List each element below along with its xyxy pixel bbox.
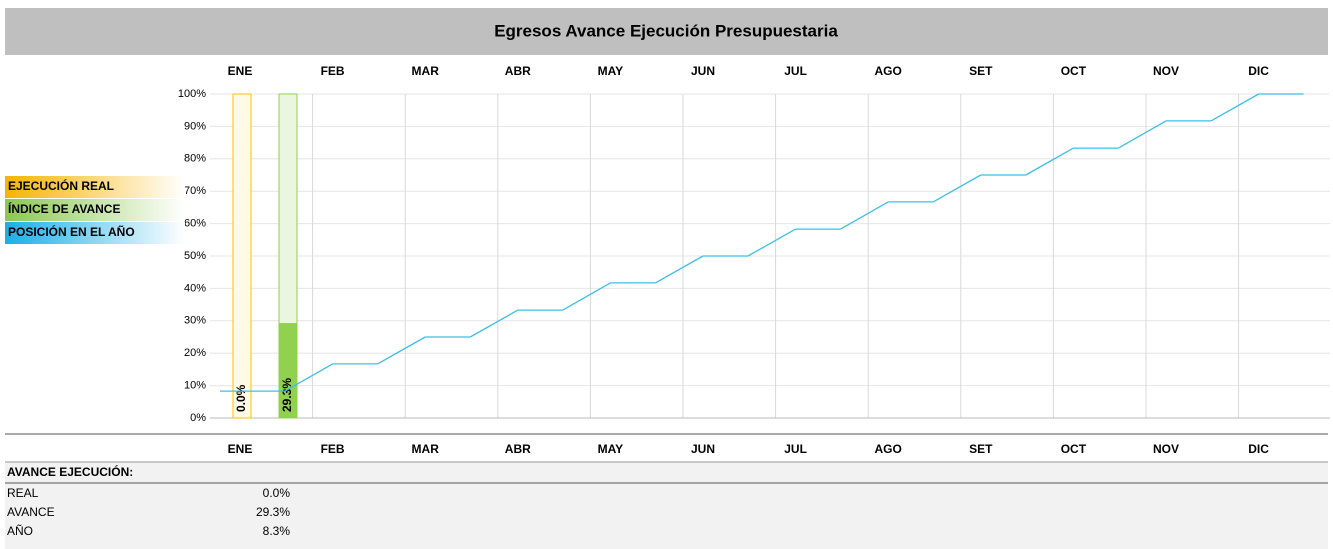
data-label: 29.3% bbox=[280, 378, 294, 412]
table-month: JUL bbox=[784, 442, 807, 456]
table-month: MAR bbox=[412, 442, 440, 456]
x-tick-label: OCT bbox=[1061, 64, 1087, 78]
step-riser bbox=[840, 201, 889, 230]
x-tick-label: MAR bbox=[412, 64, 440, 78]
x-tick-label: NOV bbox=[1153, 64, 1179, 78]
table-month: DIC bbox=[1248, 442, 1269, 456]
step-riser bbox=[1025, 147, 1074, 176]
table-month: MAY bbox=[598, 442, 624, 456]
y-tick-label: 80% bbox=[184, 153, 206, 165]
table-month: ENE bbox=[228, 442, 253, 456]
step-riser bbox=[377, 336, 426, 365]
table-month: AGO bbox=[875, 442, 902, 456]
table-month: JUN bbox=[691, 442, 715, 456]
step-riser bbox=[562, 282, 611, 311]
y-tick-label: 70% bbox=[184, 185, 206, 197]
table-month: OCT bbox=[1061, 442, 1087, 456]
y-tick-label: 30% bbox=[184, 315, 206, 327]
legend-swatch bbox=[5, 176, 185, 198]
x-tick-label: ABR bbox=[505, 64, 531, 78]
x-tick-label: DIC bbox=[1248, 64, 1269, 78]
y-tick-label: 0% bbox=[190, 412, 206, 424]
step-riser bbox=[284, 363, 333, 392]
x-tick-label: JUL bbox=[784, 64, 807, 78]
bar-background bbox=[232, 93, 252, 419]
title-bar bbox=[5, 8, 1328, 55]
table-month: ABR bbox=[505, 442, 531, 456]
table-month: FEB bbox=[321, 442, 345, 456]
x-tick-label: ENE bbox=[228, 64, 253, 78]
y-tick-label: 100% bbox=[178, 88, 206, 100]
step-riser bbox=[1210, 93, 1259, 122]
table-title: AVANCE EJECUCIÓN: bbox=[7, 464, 133, 479]
legend-swatch bbox=[5, 222, 185, 244]
data-label: 0.0% bbox=[234, 384, 248, 412]
y-tick-label: 60% bbox=[184, 218, 206, 230]
x-tick-label: MAY bbox=[598, 64, 624, 78]
y-tick-label: 10% bbox=[184, 380, 206, 392]
legend-swatch bbox=[5, 199, 185, 221]
row-label: REAL bbox=[7, 486, 39, 500]
step-riser bbox=[655, 255, 704, 284]
y-tick-label: 20% bbox=[184, 347, 206, 359]
row-value: 0.0% bbox=[263, 486, 291, 500]
bar bbox=[279, 323, 297, 418]
row-label: AÑO bbox=[7, 524, 33, 538]
y-tick-label: 40% bbox=[184, 282, 206, 294]
y-tick-label: 90% bbox=[184, 120, 206, 132]
row-value: 8.3% bbox=[263, 524, 291, 538]
x-tick-label: AGO bbox=[875, 64, 902, 78]
table-header-bg bbox=[5, 434, 1328, 462]
step-riser bbox=[932, 174, 982, 203]
x-tick-label: FEB bbox=[321, 64, 345, 78]
step-riser bbox=[747, 228, 796, 257]
table-month: SET bbox=[969, 442, 993, 456]
chart-title: Egresos Avance Ejecución Presupuestaria bbox=[494, 21, 838, 40]
step-riser bbox=[1118, 120, 1167, 149]
x-tick-label: JUN bbox=[691, 64, 715, 78]
x-tick-label: SET bbox=[969, 64, 993, 78]
legend-label: POSICIÓN EN EL AÑO bbox=[8, 224, 135, 239]
legend-label: EJECUCIÓN REAL bbox=[8, 178, 114, 193]
row-label: AVANCE bbox=[7, 505, 55, 519]
y-tick-label: 50% bbox=[184, 250, 206, 262]
legend-label: ÍNDICE DE AVANCE bbox=[8, 201, 120, 216]
step-riser bbox=[469, 309, 519, 338]
row-value: 29.3% bbox=[256, 505, 290, 519]
table-month: NOV bbox=[1153, 442, 1179, 456]
